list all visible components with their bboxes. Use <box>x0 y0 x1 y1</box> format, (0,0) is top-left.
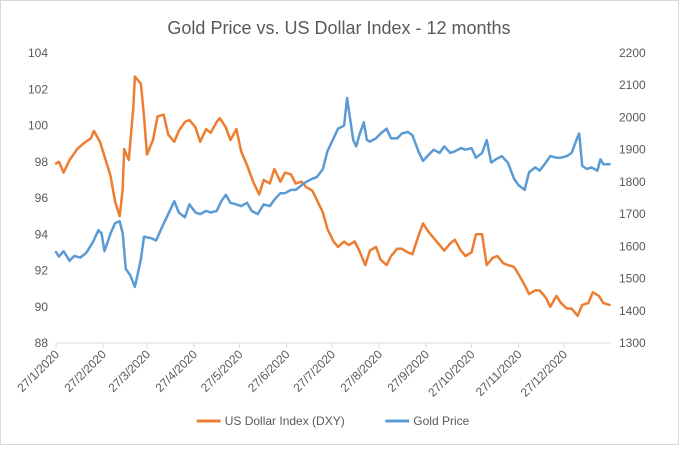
chart-title: Gold Price vs. US Dollar Index - 12 mont… <box>167 18 510 38</box>
right-y-tick-label: 2100 <box>619 78 646 92</box>
x-tick-label: 27/8/2020 <box>337 347 385 395</box>
left-y-axis: 88 90 92 94 96 98 100 102 104 <box>28 46 48 350</box>
x-tick-label: 27/9/2020 <box>384 347 432 395</box>
x-tick-label: 27/5/2020 <box>198 347 246 395</box>
left-y-tick-label: 92 <box>35 264 49 278</box>
left-y-tick-label: 98 <box>35 155 49 169</box>
legend: US Dollar Index (DXY) Gold Price <box>196 414 470 428</box>
legend-label: US Dollar Index (DXY) <box>225 414 345 428</box>
x-tick-label: 27/10/2020 <box>425 347 478 400</box>
x-tick-label: 27/12/2020 <box>518 347 571 400</box>
right-y-tick-label: 2200 <box>619 46 646 60</box>
gold-price-series-line <box>54 96 611 289</box>
left-y-tick-label: 88 <box>35 336 49 350</box>
left-y-tick-label: 102 <box>28 82 48 96</box>
right-y-tick-label: 1700 <box>619 207 646 221</box>
left-y-tick-label: 100 <box>28 119 48 133</box>
right-y-tick-label: 1800 <box>619 175 646 189</box>
x-tick-label: 27/6/2020 <box>245 347 293 395</box>
right-y-tick-label: 1400 <box>619 304 646 318</box>
right-y-tick-label: 1600 <box>619 239 646 253</box>
x-tick-label: 27/2/2020 <box>61 347 109 395</box>
right-y-axis: 1300 1400 1500 1600 1700 1800 1900 2000 2100 2200 <box>619 46 646 350</box>
x-tick-label: 27/4/2020 <box>152 347 200 395</box>
left-y-tick-label: 104 <box>28 46 48 60</box>
series-layer <box>54 75 611 318</box>
x-tick-label: 27/3/2020 <box>105 347 153 395</box>
x-tick-label: 27/1/2020 <box>14 347 62 395</box>
x-tick-label: 27/11/2020 <box>473 347 525 399</box>
left-y-tick-label: 96 <box>35 191 49 205</box>
left-y-tick-label: 90 <box>35 300 49 314</box>
right-y-tick-label: 1900 <box>619 143 646 157</box>
right-y-tick-label: 2000 <box>619 110 646 124</box>
right-y-tick-label: 1300 <box>619 336 646 350</box>
x-tick-label: 27/7/2020 <box>290 347 338 395</box>
right-y-tick-label: 1500 <box>619 272 646 286</box>
left-y-tick-label: 94 <box>35 227 49 241</box>
dxy-series-line <box>54 75 611 318</box>
legend-label: Gold Price <box>413 414 469 428</box>
